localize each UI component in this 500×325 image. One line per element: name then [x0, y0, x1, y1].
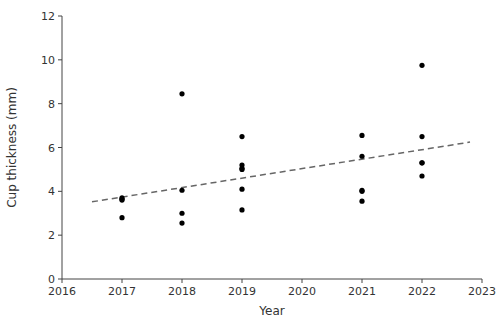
y-tick — [58, 191, 62, 192]
x-tick-label: 2016 — [48, 285, 76, 298]
y-axis-label: Cup thickness (mm) — [5, 87, 19, 208]
x-tick — [362, 279, 363, 283]
plot-area — [92, 63, 470, 226]
x-tick — [122, 279, 123, 283]
y-tick-label: 10 — [41, 54, 55, 67]
scatter-point — [179, 221, 184, 226]
x-tick-label: 2021 — [348, 285, 376, 298]
x-axis-line — [62, 279, 482, 280]
scatter-point — [179, 188, 184, 193]
y-tick — [58, 235, 62, 236]
x-tick — [422, 279, 423, 283]
x-tick — [182, 279, 183, 283]
scatter-point — [239, 167, 244, 172]
x-tick-label: 2023 — [468, 285, 496, 298]
scatter-point — [359, 199, 364, 204]
y-tick — [58, 16, 62, 17]
scatter-point — [419, 160, 424, 165]
y-tick — [58, 59, 62, 60]
x-tick-label: 2019 — [228, 285, 256, 298]
scatter-point — [179, 211, 184, 216]
y-tick-label: 0 — [48, 273, 55, 286]
scatter-point — [119, 215, 124, 220]
y-tick — [58, 103, 62, 104]
trend-line — [92, 142, 470, 202]
x-tick — [242, 279, 243, 283]
y-tick-label: 2 — [48, 229, 55, 242]
scatter-point — [359, 189, 364, 194]
x-tick — [482, 279, 483, 283]
x-tick — [62, 279, 63, 283]
x-tick-label: 2020 — [288, 285, 316, 298]
scatter-point — [419, 134, 424, 139]
x-tick-label: 2018 — [168, 285, 196, 298]
x-tick-label: 2017 — [108, 285, 136, 298]
y-tick-label: 6 — [48, 142, 55, 155]
y-tick-label: 4 — [48, 185, 55, 198]
scatter-point — [419, 63, 424, 68]
scatter-point — [179, 91, 184, 96]
scatter-point — [239, 134, 244, 139]
scatter-point — [239, 187, 244, 192]
chart: 2016 2017 2018 2019 2020 2021 2022 2023 0 2 4 6 8 10 1… — [0, 0, 500, 325]
y-tick-label: 8 — [48, 98, 55, 111]
scatter-point — [359, 154, 364, 159]
y-tick — [58, 279, 62, 280]
y-tick — [58, 147, 62, 148]
x-tick — [302, 279, 303, 283]
x-axis-label: Year — [258, 304, 284, 318]
scatter-point — [419, 173, 424, 178]
scatter-point — [239, 207, 244, 212]
y-tick-label: 12 — [41, 10, 55, 23]
scatter-point — [419, 160, 424, 165]
x-tick-label: 2022 — [408, 285, 436, 298]
scatter-point — [119, 195, 124, 200]
scatter-point — [359, 133, 364, 138]
